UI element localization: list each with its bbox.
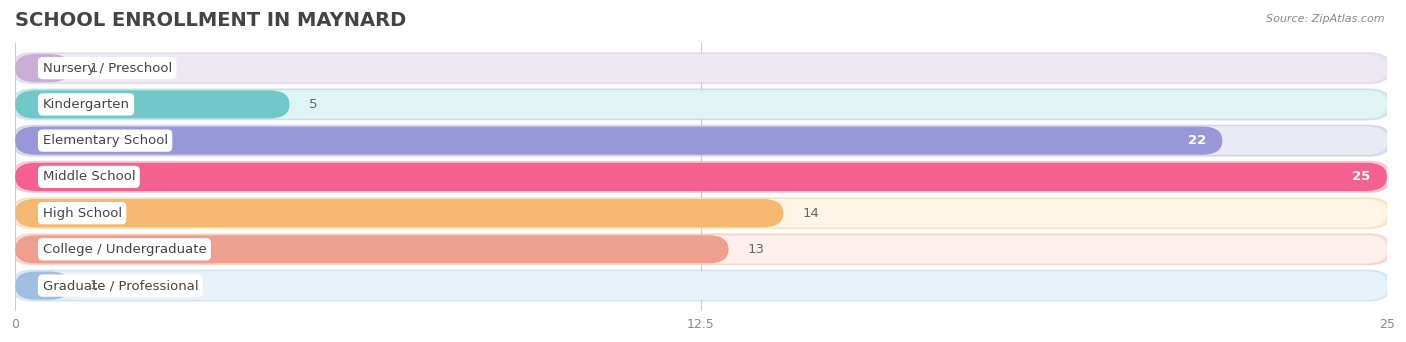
FancyBboxPatch shape [13, 162, 1389, 192]
Text: 13: 13 [748, 243, 765, 256]
Text: Kindergarten: Kindergarten [42, 98, 129, 111]
FancyBboxPatch shape [15, 90, 290, 119]
FancyBboxPatch shape [15, 199, 1386, 227]
FancyBboxPatch shape [13, 234, 1389, 265]
FancyBboxPatch shape [13, 53, 1389, 83]
Text: 5: 5 [309, 98, 318, 111]
FancyBboxPatch shape [15, 199, 783, 227]
FancyBboxPatch shape [15, 272, 70, 300]
Text: Nursery / Preschool: Nursery / Preschool [42, 62, 172, 75]
FancyBboxPatch shape [15, 163, 1386, 191]
FancyBboxPatch shape [15, 163, 1386, 191]
FancyBboxPatch shape [15, 127, 1222, 155]
Text: Graduate / Professional: Graduate / Professional [42, 279, 198, 292]
Text: SCHOOL ENROLLMENT IN MAYNARD: SCHOOL ENROLLMENT IN MAYNARD [15, 11, 406, 30]
Text: 25: 25 [1353, 170, 1371, 183]
Text: 1: 1 [89, 279, 97, 292]
FancyBboxPatch shape [15, 54, 1386, 82]
Text: College / Undergraduate: College / Undergraduate [42, 243, 207, 256]
FancyBboxPatch shape [13, 271, 1389, 301]
FancyBboxPatch shape [13, 126, 1389, 156]
FancyBboxPatch shape [15, 54, 70, 82]
Text: Middle School: Middle School [42, 170, 135, 183]
Text: Source: ZipAtlas.com: Source: ZipAtlas.com [1267, 14, 1385, 24]
Text: High School: High School [42, 207, 122, 220]
FancyBboxPatch shape [13, 198, 1389, 228]
Text: Elementary School: Elementary School [42, 134, 167, 147]
Text: 22: 22 [1188, 134, 1206, 147]
FancyBboxPatch shape [15, 90, 1386, 119]
Text: 14: 14 [803, 207, 820, 220]
FancyBboxPatch shape [13, 89, 1389, 120]
FancyBboxPatch shape [15, 235, 1386, 263]
Text: 1: 1 [89, 62, 97, 75]
FancyBboxPatch shape [15, 127, 1386, 155]
FancyBboxPatch shape [15, 272, 1386, 300]
FancyBboxPatch shape [15, 235, 728, 263]
